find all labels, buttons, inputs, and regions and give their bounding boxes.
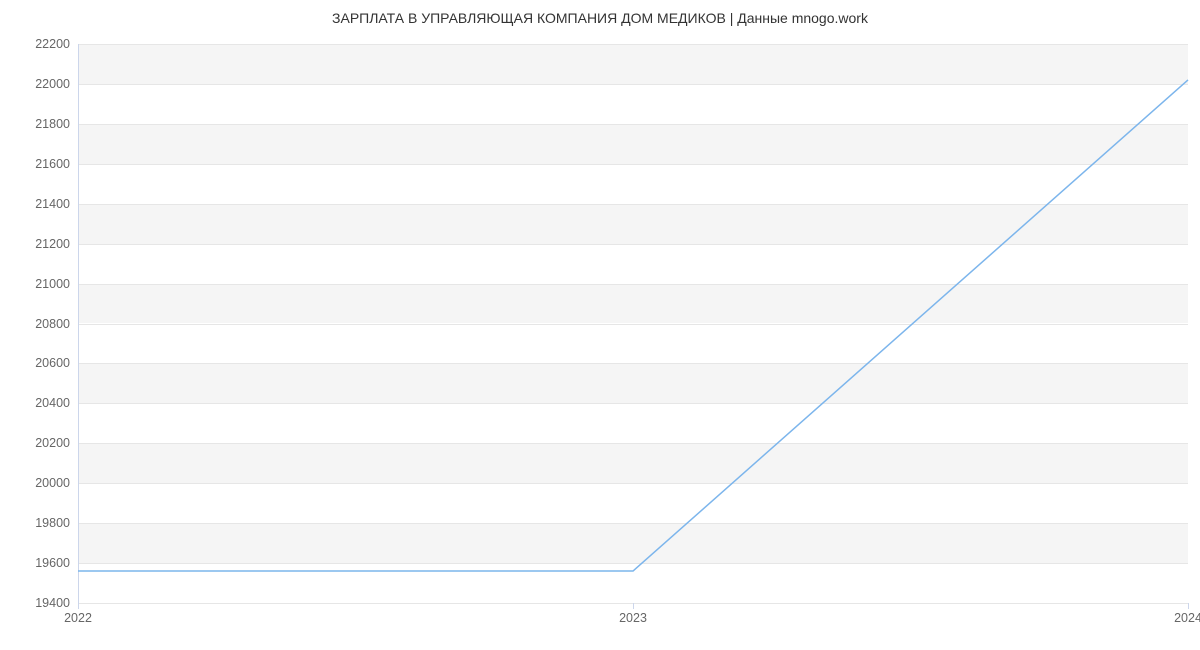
y-tick-label: 20600 — [35, 356, 70, 370]
chart-title: ЗАРПЛАТА В УПРАВЛЯЮЩАЯ КОМПАНИЯ ДОМ МЕДИ… — [0, 10, 1200, 26]
x-tick-mark — [633, 603, 634, 609]
x-tick-label: 2023 — [619, 611, 647, 625]
y-tick-label: 21000 — [35, 277, 70, 291]
series-salary — [78, 80, 1188, 571]
x-tick-label: 2024 — [1174, 611, 1200, 625]
y-tick-label: 20800 — [35, 317, 70, 331]
y-tick-label: 21800 — [35, 117, 70, 131]
y-tick-label: 20000 — [35, 476, 70, 490]
y-tick-label: 19800 — [35, 516, 70, 530]
y-tick-label: 21400 — [35, 197, 70, 211]
x-tick-mark — [1188, 603, 1189, 609]
plot-area: 1940019600198002000020200204002060020800… — [78, 44, 1188, 603]
y-tick-label: 22200 — [35, 37, 70, 51]
y-tick-label: 20400 — [35, 396, 70, 410]
y-tick-label: 19400 — [35, 596, 70, 610]
y-tick-label: 20200 — [35, 436, 70, 450]
salary-line-chart: ЗАРПЛАТА В УПРАВЛЯЮЩАЯ КОМПАНИЯ ДОМ МЕДИ… — [0, 0, 1200, 650]
y-tick-label: 21200 — [35, 237, 70, 251]
series-layer — [78, 44, 1188, 603]
y-tick-label: 22000 — [35, 77, 70, 91]
x-tick-label: 2022 — [64, 611, 92, 625]
y-tick-label: 21600 — [35, 157, 70, 171]
y-tick-label: 19600 — [35, 556, 70, 570]
x-tick-mark — [78, 603, 79, 609]
